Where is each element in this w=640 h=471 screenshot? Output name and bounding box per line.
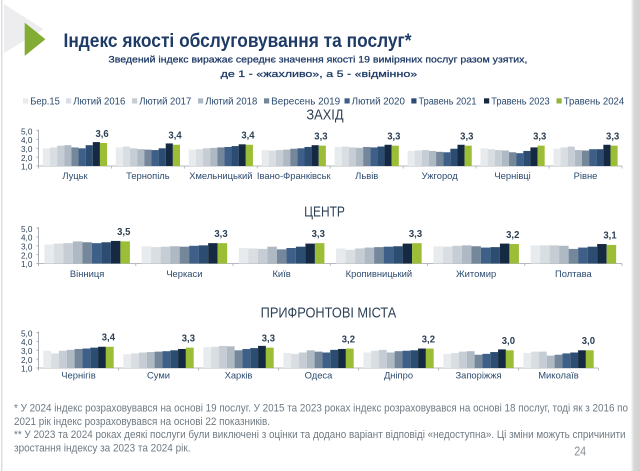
svg-text:5,0: 5,0 xyxy=(21,225,33,234)
svg-text:Луцьк: Луцьк xyxy=(62,170,88,181)
svg-text:3,3: 3,3 xyxy=(214,229,228,240)
svg-text:2021 рік індекс розраховувався: 2021 рік індекс розраховувався на основі… xyxy=(14,416,270,428)
svg-text:Івано-Франківськ: Івано-Франківськ xyxy=(257,170,332,181)
svg-text:Черкаси: Черкаси xyxy=(166,268,202,279)
svg-text:3,1: 3,1 xyxy=(603,231,617,242)
svg-text:3,4: 3,4 xyxy=(168,131,182,142)
svg-text:5,0: 5,0 xyxy=(21,329,33,338)
svg-text:3,5: 3,5 xyxy=(117,227,131,238)
svg-text:3,3: 3,3 xyxy=(262,333,276,344)
svg-text:3,3: 3,3 xyxy=(409,229,423,240)
svg-text:Лютий 2016: Лютий 2016 xyxy=(73,97,125,108)
svg-text:Бер.15: Бер.15 xyxy=(30,97,60,108)
svg-text:4,0: 4,0 xyxy=(21,234,33,243)
svg-text:3,4: 3,4 xyxy=(102,333,116,344)
svg-text:Лютий 2020: Лютий 2020 xyxy=(352,97,406,108)
svg-text:ПРИФРОНТОВІ МІСТА: ПРИФРОНТОВІ МІСТА xyxy=(261,305,397,322)
svg-text:1,0: 1,0 xyxy=(21,365,33,374)
svg-text:1,0: 1,0 xyxy=(21,163,33,172)
svg-text:Тернопіль: Тернопіль xyxy=(126,170,170,181)
svg-text:3,2: 3,2 xyxy=(422,334,436,345)
svg-text:Харків: Харків xyxy=(225,370,253,381)
svg-text:3,4: 3,4 xyxy=(241,131,255,142)
svg-text:4,0: 4,0 xyxy=(21,338,33,347)
svg-text:3,0: 3,0 xyxy=(502,336,516,347)
svg-text:3,0: 3,0 xyxy=(21,145,33,154)
svg-text:Зведений індекс виражає середн: Зведений індекс виражає середнє значення… xyxy=(108,54,527,65)
svg-text:де 1 - «жахливо», а 5 - «відмі: де 1 - «жахливо», а 5 - «відмінно» xyxy=(221,69,418,80)
svg-text:Рівне: Рівне xyxy=(574,170,598,181)
svg-text:** У 2023 та 2024 роках деякі: ** У 2023 та 2024 роках деякі послуги бу… xyxy=(14,429,626,441)
svg-text:Полтава: Полтава xyxy=(555,268,592,279)
svg-text:Одеса: Одеса xyxy=(305,370,333,381)
svg-text:Хмельницький: Хмельницький xyxy=(189,170,252,181)
svg-text:3,3: 3,3 xyxy=(460,131,474,142)
svg-text:Миколаїв: Миколаїв xyxy=(538,370,579,381)
svg-text:3,0: 3,0 xyxy=(582,336,596,347)
svg-text:Житомир: Житомир xyxy=(456,268,496,279)
svg-text:Індекс якості обслуговування т: Індекс якості обслуговування та послуг* xyxy=(64,30,412,52)
svg-text:Кропивницький: Кропивницький xyxy=(346,268,412,279)
svg-text:Чернівці: Чернівці xyxy=(494,170,530,181)
svg-text:3,3: 3,3 xyxy=(182,333,196,344)
svg-text:Суми: Суми xyxy=(147,370,170,381)
svg-text:Запоріжжя: Запоріжжя xyxy=(455,370,501,381)
svg-text:Київ: Київ xyxy=(272,268,290,279)
svg-text:2,0: 2,0 xyxy=(21,154,33,163)
svg-text:Вінниця: Вінниця xyxy=(70,268,104,279)
svg-text:ЦЕНТР: ЦЕНТР xyxy=(304,203,345,220)
svg-text:Лютий 2018: Лютий 2018 xyxy=(205,97,257,108)
svg-text:Львів: Львів xyxy=(355,170,378,181)
svg-text:3,3: 3,3 xyxy=(387,131,401,142)
svg-text:* У 2024 індекс розраховувався: * У 2024 індекс розраховувався на основі… xyxy=(14,403,628,415)
svg-text:Ужгород: Ужгород xyxy=(422,170,459,181)
svg-text:5,0: 5,0 xyxy=(21,127,33,136)
svg-text:Чернігів: Чернігів xyxy=(61,370,95,381)
svg-text:2,0: 2,0 xyxy=(21,251,33,260)
svg-text:Травень 2024: Травень 2024 xyxy=(564,97,625,108)
svg-text:3,3: 3,3 xyxy=(533,131,547,142)
svg-text:3,3: 3,3 xyxy=(606,131,620,142)
svg-text:Вересень 2019: Вересень 2019 xyxy=(271,97,340,108)
svg-text:4,0: 4,0 xyxy=(21,136,33,145)
svg-text:ЗАХІД: ЗАХІД xyxy=(306,106,343,123)
svg-text:Травень 2021: Травень 2021 xyxy=(419,97,477,108)
svg-text:24: 24 xyxy=(574,444,586,459)
svg-text:Дніпро: Дніпро xyxy=(384,370,413,381)
svg-text:зростання індексу за 2023 та 2: зростання індексу за 2023 та 2024 рік. xyxy=(14,442,191,454)
svg-text:3,3: 3,3 xyxy=(312,229,326,240)
svg-text:3,2: 3,2 xyxy=(506,230,520,241)
svg-text:3,3: 3,3 xyxy=(314,131,328,142)
svg-text:Травень 2023: Травень 2023 xyxy=(491,97,550,108)
svg-text:3,0: 3,0 xyxy=(21,243,33,252)
svg-text:3,6: 3,6 xyxy=(96,129,110,140)
svg-text:Лютий 2017: Лютий 2017 xyxy=(139,97,191,108)
svg-text:3,0: 3,0 xyxy=(21,347,33,356)
svg-text:2,0: 2,0 xyxy=(21,356,33,365)
svg-text:1,0: 1,0 xyxy=(21,260,33,269)
svg-text:3,2: 3,2 xyxy=(342,334,356,345)
